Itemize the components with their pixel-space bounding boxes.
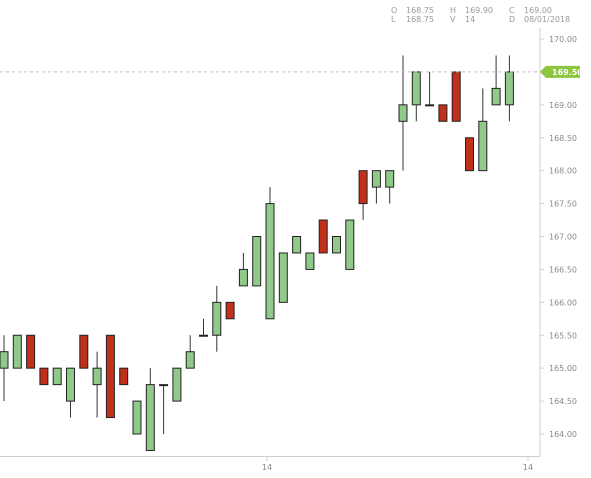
low-label: L: [391, 15, 396, 24]
high-label: H: [450, 6, 456, 15]
volume-value: 14: [465, 15, 475, 24]
last-price-value: 169.50: [552, 68, 583, 77]
candle-body-up: [0, 351, 9, 369]
candle-body-up: [265, 203, 275, 320]
volume-label: V: [450, 15, 456, 24]
y-tick-label: 164.50: [549, 397, 577, 406]
x-tick-label: 14: [523, 463, 533, 472]
candle-body-up: [66, 367, 75, 402]
high-value: 169.90: [465, 6, 493, 15]
candle-body-down: [318, 219, 328, 254]
candle-body-up: [332, 236, 341, 254]
candle-body-down: [465, 137, 474, 172]
candle-body-up: [252, 236, 262, 287]
candle-body-up: [425, 104, 435, 107]
candle-body-up: [92, 367, 102, 386]
candle-body-up: [278, 252, 288, 303]
y-tick-label: 168.50: [549, 134, 577, 143]
x-tick-label: 14: [262, 463, 272, 472]
candle-body-down: [105, 334, 115, 419]
candle-body-down: [119, 367, 129, 386]
candles: [0, 55, 514, 451]
candle-body-up: [52, 367, 62, 386]
candle-body-up: [172, 367, 182, 402]
close-value: 169.00: [524, 6, 552, 15]
ohlc-header: O 168.75 H 169.90 C 169.00 L 168.75 V 14…: [391, 6, 570, 24]
candle-body-up: [199, 334, 208, 337]
y-tick-label: 166.00: [549, 298, 577, 307]
candle-body-up: [491, 87, 501, 106]
candle-body-up: [132, 400, 142, 435]
candle-body-up: [411, 71, 421, 106]
candle-body-down: [451, 71, 461, 122]
candle-body-down: [438, 104, 448, 122]
open-value: 168.75: [406, 6, 434, 15]
close-label: C: [509, 6, 515, 15]
candle-body-down: [79, 334, 89, 369]
y-tick-label: 167.00: [549, 233, 577, 242]
y-tick-label: 165.50: [549, 331, 577, 340]
last-price-tag-shape: [540, 65, 580, 78]
candle-body-up: [212, 301, 222, 336]
date-value: 08/01/2018: [524, 15, 570, 24]
candle-body-up: [305, 252, 315, 270]
date-label: D: [509, 15, 515, 24]
candle-body-up: [385, 170, 395, 188]
candle-body-up: [159, 384, 169, 387]
candle-body-up: [371, 170, 381, 188]
candle-body-up: [345, 219, 355, 270]
y-axis-ticks: 170.00169.50169.00168.50168.00167.50167.…: [540, 35, 577, 439]
candle-body-up: [478, 120, 488, 172]
candle-body-up: [292, 236, 302, 254]
candle-body-up: [238, 268, 248, 287]
low-value: 168.75: [406, 15, 434, 24]
candle-body-up: [12, 334, 22, 369]
candle-body-down: [225, 301, 235, 320]
x-axis-ticks: 14 14: [262, 456, 533, 472]
candle-body-down: [358, 170, 368, 205]
candle-body-up: [145, 384, 155, 451]
candle-body-down: [26, 334, 36, 369]
y-tick-label: 166.50: [549, 265, 577, 274]
candle-body-up: [504, 71, 514, 106]
candle-body-up: [185, 351, 195, 369]
candle-body-up: [398, 104, 408, 122]
y-tick-label: 165.00: [549, 364, 577, 373]
y-tick-label: 164.00: [549, 430, 577, 439]
open-label: O: [391, 6, 397, 15]
y-tick-label: 168.00: [549, 167, 577, 176]
y-tick-label: 170.00: [549, 35, 577, 44]
last-price-tag: 169.50: [540, 65, 583, 78]
y-tick-label: 167.50: [549, 200, 577, 209]
y-tick-label: 169.00: [549, 101, 577, 110]
candle-body-down: [39, 367, 49, 386]
